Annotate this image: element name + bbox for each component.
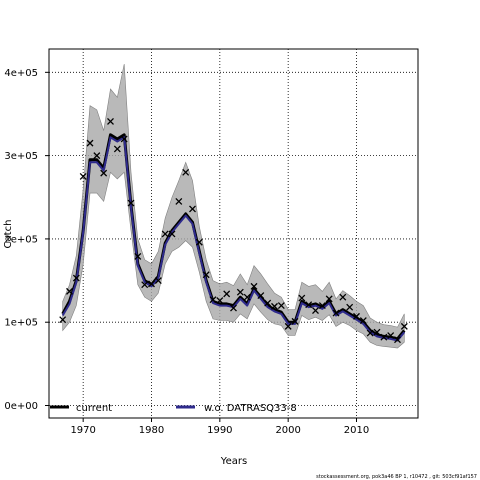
observed-point bbox=[291, 317, 299, 325]
observed-point bbox=[353, 312, 360, 320]
observed-point bbox=[332, 309, 340, 317]
observed-point bbox=[243, 293, 251, 301]
observed-point bbox=[148, 280, 155, 288]
observed-point bbox=[209, 296, 217, 304]
x-tick-label: 2010 bbox=[344, 425, 369, 436]
observed-point bbox=[66, 287, 73, 295]
legend: current w.o. DATRASQ33-8 bbox=[50, 403, 297, 414]
observed-point bbox=[318, 302, 326, 310]
observed-point bbox=[230, 304, 237, 312]
observed-point bbox=[380, 333, 388, 341]
axis-ticks-layer: 1970 1980 1990 2000 2010 0e+00 1e+05 2e+05 3e+05… bbox=[4, 68, 369, 436]
plot-frame bbox=[48, 48, 419, 419]
observed-point bbox=[339, 293, 347, 301]
observed-point bbox=[93, 152, 101, 160]
series-line-current bbox=[61, 133, 406, 341]
observed-point bbox=[325, 295, 333, 303]
x-tick-label: 1990 bbox=[207, 425, 232, 436]
observed-point bbox=[59, 316, 67, 324]
grid-lines bbox=[49, 49, 418, 418]
observed-point bbox=[100, 169, 108, 177]
observed-point bbox=[264, 299, 272, 307]
observed-point bbox=[113, 145, 121, 153]
x-tick-label: 1980 bbox=[139, 425, 164, 436]
observed-point bbox=[394, 336, 401, 344]
observed-point bbox=[359, 317, 367, 325]
observed-point bbox=[72, 274, 80, 282]
observed-point bbox=[216, 297, 224, 305]
confidence-band-layer bbox=[62, 63, 405, 349]
legend-label-wo-datras: w.o. DATRASQ33-8 bbox=[204, 403, 297, 414]
observed-point bbox=[387, 332, 395, 339]
observed-point bbox=[298, 294, 306, 302]
observed-point bbox=[271, 302, 278, 310]
observed-point bbox=[154, 277, 162, 285]
observed-point bbox=[400, 322, 408, 330]
y-axis-title: Catch bbox=[3, 220, 14, 249]
observed-point bbox=[346, 303, 354, 311]
x-tick-label: 2000 bbox=[275, 425, 300, 436]
observed-point bbox=[284, 322, 292, 330]
observed-point bbox=[223, 290, 231, 298]
observed-point bbox=[366, 329, 374, 337]
x-axis-title: Years bbox=[220, 456, 247, 467]
observed-point bbox=[195, 238, 203, 246]
observed-point bbox=[79, 172, 87, 180]
y-tick-label: 2e+05 bbox=[4, 234, 38, 245]
observed-point bbox=[189, 205, 196, 213]
observed-point bbox=[277, 302, 285, 310]
observed-point bbox=[161, 230, 169, 238]
observed-point bbox=[175, 197, 183, 205]
observed-point bbox=[373, 328, 381, 336]
y-tick-label: 3e+05 bbox=[4, 151, 38, 162]
observed-point bbox=[120, 135, 128, 143]
observed-point bbox=[257, 292, 265, 300]
observed-point bbox=[134, 252, 142, 260]
observed-point bbox=[107, 118, 114, 125]
x-tick-label: 1970 bbox=[70, 425, 95, 436]
y-tick-label: 4e+05 bbox=[4, 68, 38, 79]
observed-point bbox=[141, 281, 149, 289]
observed-point bbox=[168, 230, 176, 238]
y-tick-label: 0e+00 bbox=[4, 401, 38, 412]
observed-markers-layer bbox=[59, 118, 408, 344]
y-tick-label: 1e+05 bbox=[4, 318, 38, 329]
observed-point bbox=[127, 199, 135, 207]
observed-point bbox=[202, 271, 210, 279]
observed-point bbox=[236, 288, 244, 296]
observed-point bbox=[86, 139, 94, 147]
observed-point bbox=[312, 307, 319, 315]
observed-point bbox=[182, 168, 190, 176]
confidence-band bbox=[62, 63, 405, 349]
observed-point bbox=[305, 301, 313, 309]
footer-note: stockassessment.org, pok3a46 BP 1, r1047… bbox=[316, 474, 477, 480]
legend-label-current: current bbox=[76, 403, 112, 414]
observed-point bbox=[250, 282, 258, 290]
